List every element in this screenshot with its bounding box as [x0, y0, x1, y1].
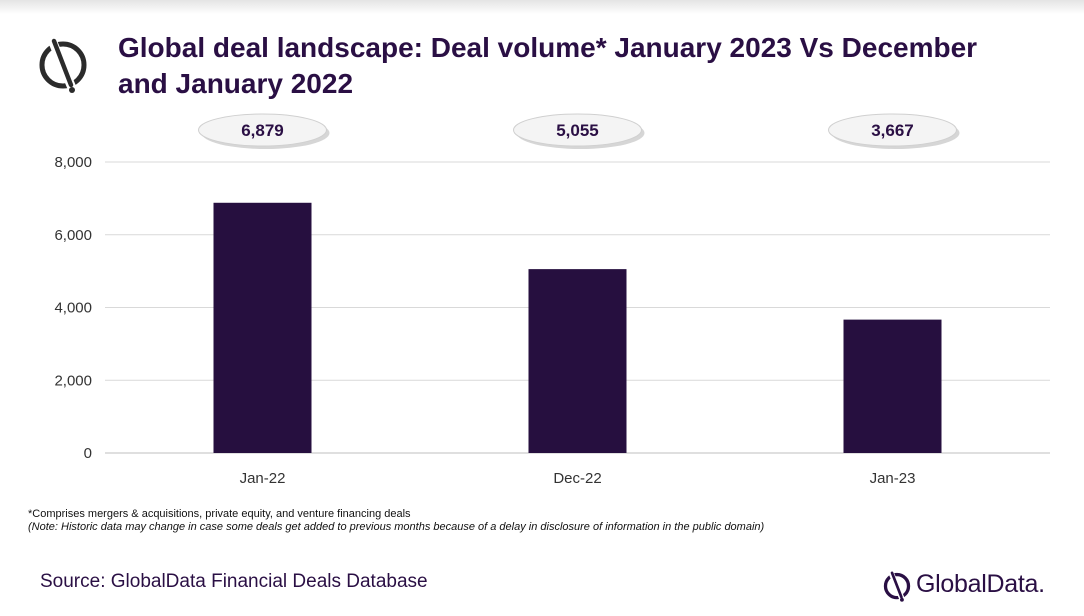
bar — [528, 269, 627, 453]
y-tick-label: 8,000 — [54, 154, 92, 171]
brand-name: GlobalData. — [916, 570, 1045, 598]
footnote: *Comprises mergers & acquisitions, priva… — [28, 508, 411, 520]
globaldata-mark-icon — [39, 38, 87, 93]
bar — [843, 319, 942, 453]
y-tick-label: 4,000 — [54, 300, 92, 317]
data-label: 5,055 — [556, 121, 599, 140]
data-label-bubble — [198, 113, 327, 147]
source-text: Source: GlobalData Financial Deals Datab… — [40, 571, 428, 592]
bar — [213, 202, 312, 453]
x-tick-label: Jan-22 — [240, 470, 286, 487]
data-label-bubble — [513, 113, 642, 147]
y-tick-label: 6,000 — [54, 227, 92, 244]
x-tick-label: Dec-22 — [553, 470, 601, 487]
note: (Note: Historic data may change in case … — [28, 521, 765, 533]
page-title: Global deal landscape: Deal volume* Janu… — [118, 32, 978, 99]
top-shade — [0, 0, 1084, 14]
y-tick-label: 2,000 — [54, 372, 92, 389]
data-label: 6,879 — [241, 121, 284, 140]
x-tick-label: Jan-23 — [870, 470, 916, 487]
data-label: 3,667 — [871, 121, 914, 140]
y-tick-label: 0 — [84, 445, 92, 462]
globaldata-mark-icon — [883, 571, 911, 602]
bar-chart: 0 2,000 4,000 6,000 8,000 Jan-22 6,879 Dec-22 5,… — [54, 113, 1050, 487]
data-label-bubble — [828, 113, 957, 147]
